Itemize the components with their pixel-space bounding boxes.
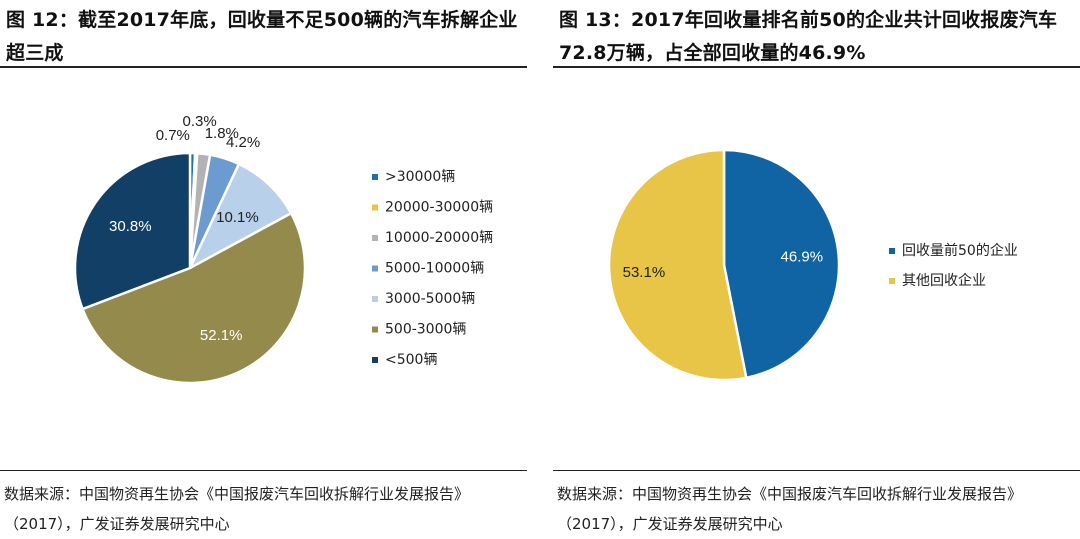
legend-entry: 500-3000辆 bbox=[385, 322, 466, 338]
legend-swatch bbox=[372, 326, 378, 333]
legend-entry: 其他回收企业 bbox=[902, 272, 986, 289]
figure-12-source: 数据来源：中国物资再生协会《中国报废汽车回收拆解行业发展报告》（2017），广发… bbox=[4, 485, 470, 533]
pie-slice bbox=[187, 162, 293, 271]
legend-entry: 回收量前50的企业 bbox=[902, 242, 1018, 259]
figure-13-title: 图 13：2017年回收量排名前50的企业共计回收报废汽车72.8万辆，占全部回… bbox=[559, 9, 1058, 64]
pie-slice bbox=[607, 148, 748, 382]
slice-label: 30.8% bbox=[109, 218, 152, 235]
slice-label: 53.1% bbox=[623, 264, 666, 281]
legend-entry: 10000-20000辆 bbox=[385, 230, 493, 246]
source-rule bbox=[553, 470, 1080, 471]
legend-swatch bbox=[372, 235, 378, 241]
legend-entry: 3000-5000辆 bbox=[385, 291, 475, 307]
legend-swatch bbox=[372, 296, 378, 302]
legend-entry: >30000辆 bbox=[385, 169, 455, 185]
legend-entry: 5000-10000辆 bbox=[385, 261, 484, 277]
title-rule bbox=[0, 66, 527, 68]
legend-swatch bbox=[889, 248, 895, 254]
pie-slice bbox=[722, 148, 841, 380]
figure-12-panel: 图 12：截至2017年底，回收量不足500辆的汽车拆解企业超三成 0.7% 0.… bbox=[0, 0, 527, 538]
source-rule bbox=[0, 470, 527, 471]
legend-entry: <500辆 bbox=[385, 352, 437, 368]
legend-swatch bbox=[372, 357, 378, 363]
legend-entry: 20000-30000辆 bbox=[385, 200, 493, 216]
figure-12-title: 图 12：截至2017年底，回收量不足500辆的汽车拆解企业超三成 bbox=[6, 9, 518, 64]
slice-label: 4.2% bbox=[226, 134, 260, 151]
pie-chart-figure-12: 0.7%0.3%1.8%4.2% 10.1% 52.1% 30.8% >30000辆 20… bbox=[73, 113, 493, 385]
figure-13-panel: 图 13：2017年回收量排名前50的企业共计回收报废汽车72.8万辆，占全部回… bbox=[553, 0, 1080, 538]
figure-13-source: 数据来源：中国物资再生协会《中国报废汽车回收拆解行业发展报告》（2017），广发… bbox=[557, 485, 1023, 533]
slice-label: 52.1% bbox=[200, 327, 243, 344]
pie-slice bbox=[80, 211, 307, 385]
legend-swatch bbox=[889, 278, 895, 284]
slice-label: 0.3% bbox=[182, 113, 216, 130]
legend-swatch bbox=[372, 174, 378, 180]
slice-label: 46.9% bbox=[781, 248, 824, 265]
slice-label: 1.8% bbox=[205, 125, 239, 142]
legend-swatch bbox=[372, 265, 378, 272]
slice-label: 10.1% bbox=[216, 209, 259, 226]
slice-label: 0.7% bbox=[156, 127, 190, 144]
title-rule bbox=[553, 66, 1080, 68]
pie-slice bbox=[73, 151, 192, 311]
legend-swatch bbox=[372, 204, 378, 211]
